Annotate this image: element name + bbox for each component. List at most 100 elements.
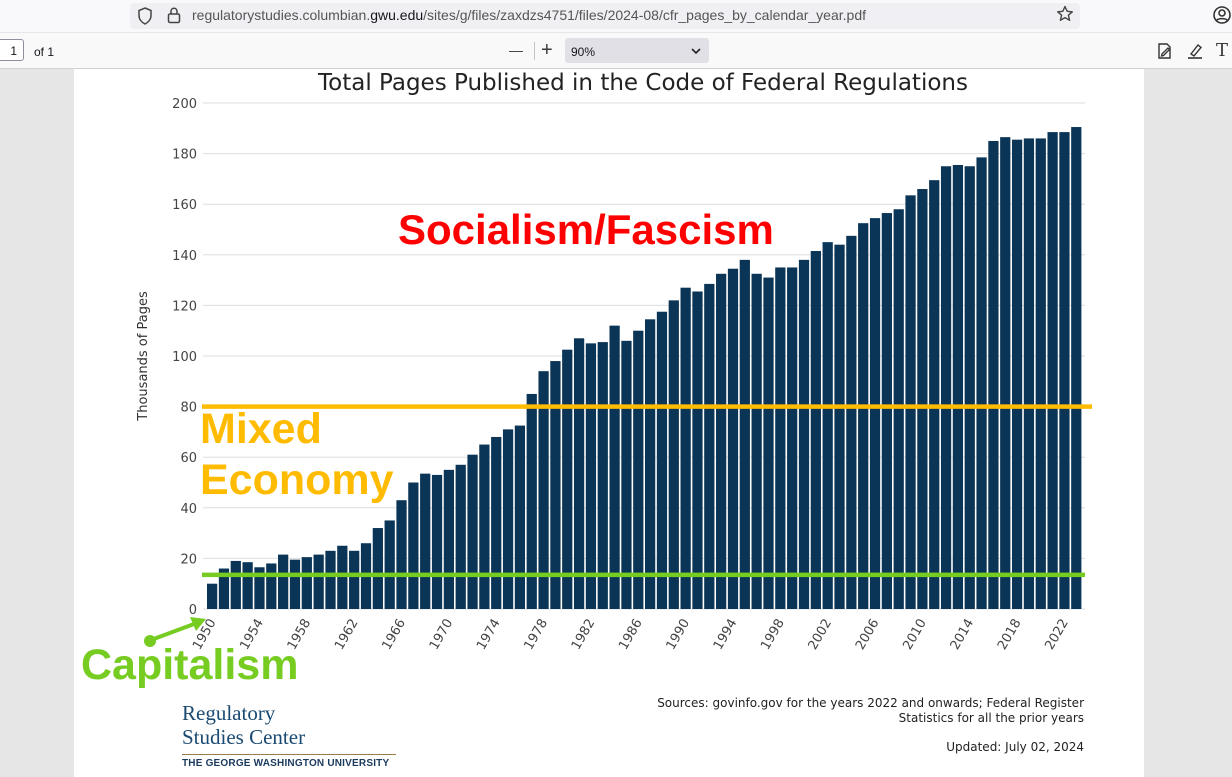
bar-1991	[692, 291, 703, 609]
economy-label: Economy	[200, 456, 394, 504]
chart-title: Total Pages Published in the Code of Fed…	[317, 70, 968, 96]
url-text[interactable]: regulatorystudies.columbian.gwu.edu/site…	[192, 7, 866, 23]
bar-1952	[230, 560, 241, 609]
y-tick-120: 120	[172, 299, 197, 314]
bar-1965	[384, 520, 395, 609]
bar-1993	[716, 273, 727, 609]
x-tick-1970: 1970	[427, 617, 457, 653]
bar-1983	[597, 342, 608, 609]
bar-1989	[668, 300, 679, 609]
y-tick-40: 40	[180, 502, 197, 517]
shield-icon[interactable]	[137, 7, 153, 25]
logo-divider	[182, 754, 396, 755]
bar-2014	[964, 166, 975, 609]
zoom-separator	[534, 42, 535, 60]
x-tick-1998: 1998	[758, 617, 788, 653]
page-number-input[interactable]: 1	[0, 39, 24, 61]
page-total-label: of 1	[34, 45, 55, 59]
bar-2001	[810, 251, 821, 609]
logo-line-2: Studies Center	[182, 725, 306, 749]
bar-2020	[1035, 138, 1046, 610]
bar-1972	[467, 454, 478, 609]
x-tick-1990: 1990	[664, 617, 694, 653]
bar-1999	[787, 267, 798, 609]
lock-icon[interactable]	[166, 6, 182, 24]
sources-line-1: Sources: govinfo.gov for the years 2022 …	[657, 696, 1084, 710]
bar-2013	[952, 164, 964, 610]
bar-2018	[1011, 139, 1023, 609]
bar-1988	[656, 311, 668, 609]
capitalism-line	[202, 572, 1085, 578]
bar-1951	[218, 568, 230, 609]
bar-1986	[633, 330, 644, 609]
zoom-out-button[interactable]: —	[509, 42, 523, 58]
bar-1964	[372, 528, 383, 609]
mixed-economy-upper-line	[202, 404, 1092, 409]
x-tick-1986: 1986	[616, 617, 646, 653]
y-tick-labels: 0 20 40 60 80 100 120 140 160 180 200	[172, 97, 197, 618]
x-tick-2010: 2010	[900, 617, 930, 653]
sources-line-2: Statistics for all the prior years	[898, 711, 1084, 725]
bar-1960	[325, 550, 336, 609]
bar-1953	[242, 562, 253, 609]
bar-2000	[798, 259, 810, 609]
x-tick-1994: 1994	[711, 617, 741, 653]
bar-1954	[254, 567, 265, 609]
text-icon[interactable]: T	[1216, 40, 1229, 61]
updated-note: Updated: July 02, 2024	[946, 740, 1084, 754]
bar-1992	[704, 283, 715, 609]
gridlines	[203, 102, 1085, 610]
zoom-in-button[interactable]: +	[541, 39, 553, 61]
bar-2010	[917, 189, 928, 609]
bar-1995	[739, 259, 750, 609]
bar-1975	[502, 429, 514, 609]
bar-2019	[1023, 138, 1035, 610]
bar-1955	[266, 563, 277, 609]
bar-2016	[988, 140, 999, 609]
bar-1998	[775, 267, 786, 609]
bar-1961	[337, 545, 348, 609]
bar-1956	[278, 554, 289, 609]
pdf-toolbar: 1 of 1 — + 90% T	[0, 33, 1232, 69]
chevron-down-icon	[691, 48, 701, 55]
bar-1978	[538, 371, 549, 609]
y-tick-160: 160	[172, 198, 197, 213]
y-axis-label: Thousands of Pages	[136, 291, 151, 422]
url-host: gwu.edu	[370, 7, 424, 23]
y-tick-100: 100	[172, 350, 197, 365]
bar-1997	[763, 277, 774, 609]
capitalism-arrow-tail	[144, 635, 156, 647]
logo-line-1: Regulatory	[182, 701, 276, 725]
bar-1957	[289, 559, 301, 609]
capitalism-arrow-head	[190, 617, 206, 631]
bar-1969	[431, 474, 443, 609]
bar-1968	[420, 473, 431, 609]
bar-1984	[609, 325, 620, 609]
bar-1982	[585, 343, 597, 609]
bar-1974	[491, 436, 502, 609]
bar-2015	[976, 157, 987, 609]
bar-2005	[858, 223, 869, 610]
bar-1966	[396, 500, 407, 609]
annotation-overlay: Socialism/Fascism Mixed Economy Capitali…	[81, 206, 1092, 689]
account-icon[interactable]	[1212, 5, 1232, 25]
address-field[interactable]	[130, 3, 1080, 29]
capitalism-arrow-line	[150, 622, 195, 642]
x-tick-2006: 2006	[853, 617, 883, 653]
bar-2022	[1059, 132, 1070, 609]
x-tick-labels: 1950 1954 1958 1962 1966 1970 1974 1978 1982 1986…	[190, 617, 1072, 653]
mixed-label: Mixed	[200, 405, 322, 453]
zoom-select[interactable]: 90%	[565, 38, 709, 63]
url-prefix: regulatorystudies.columbian.	[192, 7, 371, 23]
socialism-fascism-label: Socialism/Fascism	[398, 206, 774, 253]
bar-1971	[455, 464, 466, 609]
bar-1994	[727, 268, 739, 609]
star-icon[interactable]	[1056, 5, 1074, 23]
highlight-icon[interactable]	[1186, 42, 1204, 60]
bar-1959	[313, 554, 324, 609]
sign-icon[interactable]	[1156, 42, 1174, 60]
url-path: /sites/g/files/zaxdzs4751/files/2024-08/…	[423, 7, 866, 23]
bar-1996	[751, 273, 762, 609]
bar-2011	[929, 180, 940, 610]
